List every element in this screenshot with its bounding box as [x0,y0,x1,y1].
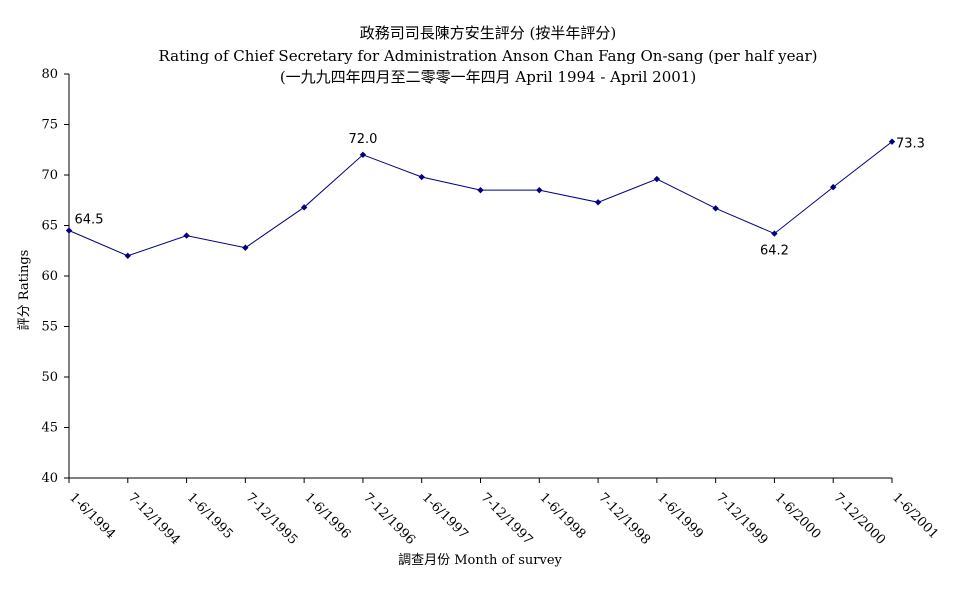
x-tick-label: 7-12/1995 [243,490,301,548]
y-tick-labels: 40 45 50 55 60 65 70 75 80 [41,67,58,486]
data-point-marker [888,138,896,145]
data-point-marker [653,175,661,183]
series-markers [65,138,896,259]
data-point-marker [830,183,837,191]
y-tick-label: 45 [41,421,58,436]
x-tick-label: 1-6/2001 [889,490,941,542]
data-point-marker [300,204,308,211]
series-line [68,141,893,257]
data-point-marker [65,227,73,234]
y-tick-label: 65 [41,219,58,234]
data-point-marker [594,199,602,206]
x-tick-label: 7-12/2000 [830,490,888,548]
title-line-1: 政務司司長陳方安生評分 (按半年評分) [360,24,616,42]
x-tick-label: 1-6/1996 [301,490,353,542]
x-tick-label: 1-6/1999 [654,490,706,542]
x-tick-label: 1-6/1997 [419,490,471,542]
y-tick-label: 60 [41,269,58,284]
y-tick-label: 80 [41,67,58,82]
data-label: 72.0 [348,132,377,147]
title-line-3: (一九九四年四月至二零零一年四月 April 1994 - April 2001… [280,68,696,86]
data-point-marker [359,151,367,158]
y-tick-label: 75 [41,118,58,133]
data-point-marker [418,173,425,181]
x-tick-label: 1-6/1998 [536,490,588,542]
y-tick-label: 55 [41,320,58,335]
data-point-marker [536,186,543,194]
data-point-marker [477,186,484,194]
x-tick-label: 7-12/1994 [125,490,183,548]
data-point-marker [712,205,719,212]
data-label: 64.2 [760,244,789,259]
x-tick-label: 1-6/1995 [184,490,236,542]
x-tick-label: 7-12/1999 [713,490,771,548]
x-tick-label: 1-6/2000 [772,490,824,542]
x-tick-labels: 1-6/1994 7-12/1994 1-6/1995 7-12/1995 1-6/19… [66,490,941,548]
axes [64,73,893,483]
data-point-marker [771,230,778,237]
y-tick-label: 70 [41,168,58,183]
x-tick-label: 1-6/1994 [66,490,118,542]
x-tick-label: 7-12/1997 [478,490,536,548]
title-line-2: Rating of Chief Secretary for Administra… [159,47,818,65]
series-line-group [68,141,893,257]
y-axis-title: 評分 Ratings [17,250,32,331]
data-point-marker [124,252,131,259]
x-tick-label: 7-12/1998 [595,490,653,548]
data-label: 64.5 [75,213,104,228]
data-label: 73.3 [896,137,925,152]
x-axis-title: 調查月份 Month of survey [398,553,562,568]
chart-title: 政務司司長陳方安生評分 (按半年評分) Rating of Chief Secr… [159,24,818,86]
data-point-marker [183,232,190,239]
y-tick-label: 40 [41,471,58,486]
x-tick-label: 7-12/1996 [360,490,418,548]
y-tick-label: 50 [41,370,58,385]
data-point-marker [242,244,249,251]
data-labels: 64.5 72.0 64.2 73.3 [75,132,925,259]
